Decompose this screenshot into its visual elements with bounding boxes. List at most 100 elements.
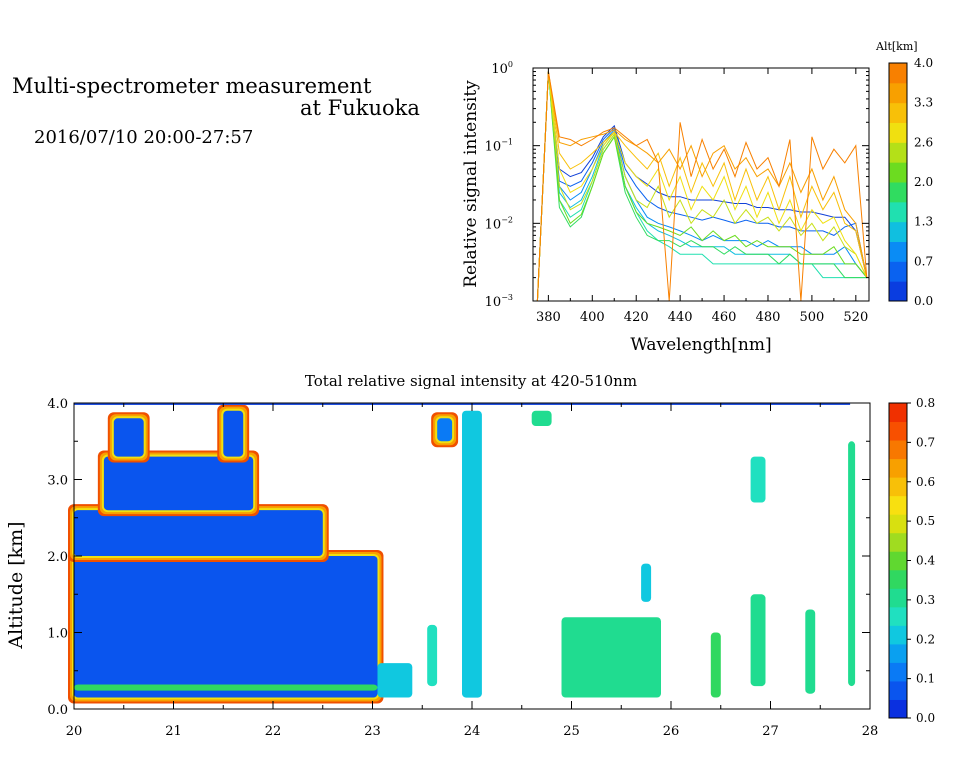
spectrum-x-tick-label: 440 [668, 310, 693, 325]
heatmap-cell [710, 632, 721, 698]
spectrum-series-line [536, 71, 868, 301]
intensity-heatmap: Total relative signal intensity at 420-5… [5, 372, 878, 739]
altitude-colorbar-cell [889, 162, 907, 183]
intensity-colorbar-cell [889, 421, 907, 441]
heatmap-cell [103, 456, 254, 511]
intensity-colorbar-cell [889, 625, 907, 645]
intensity-colorbar-cell [889, 440, 907, 460]
spectrum-chart: 380 400 420 440 460 480 500 52010010−110−210−3 … [461, 60, 870, 355]
altitude-colorbar-tick-label: 2.0 [914, 175, 933, 189]
heatmap-x-tick-label: 22 [265, 724, 282, 739]
altitude-colorbar-cell [889, 281, 907, 302]
intensity-colorbar-cell [889, 551, 907, 571]
spectrum-x-tick-label: 400 [580, 310, 605, 325]
intensity-colorbar-cell [889, 606, 907, 626]
heatmap-x-tick-label: 26 [663, 724, 680, 739]
altitude-colorbar-cell [889, 201, 907, 223]
intensity-colorbar-cell [889, 569, 907, 589]
spectrum-series-line [536, 71, 868, 301]
heatmap-title: Total relative signal intensity at 420-5… [305, 372, 637, 390]
intensity-colorbar-tick-label: 0.5 [916, 514, 935, 528]
altitude-colorbar-tick-label: 1.3 [914, 215, 933, 229]
figure-title-line-1: Multi-spectrometer measurement [12, 74, 372, 98]
intensity-colorbar-tick-label: 0.6 [916, 475, 935, 489]
spectrum-x-tick-label: 420 [624, 310, 649, 325]
spectrum-x-tick-label: 500 [799, 310, 824, 325]
spectrum-series-line [536, 71, 868, 301]
spectrum-series-line [536, 71, 868, 301]
heatmap-x-tick-label: 24 [464, 724, 481, 739]
heatmap-cell [113, 418, 144, 457]
intensity-colorbar-cell [889, 532, 907, 552]
heatmap-cell [641, 563, 652, 602]
spectrum-plot-frame [533, 68, 869, 301]
spectrum-plot-border [532, 67, 870, 302]
intensity-colorbar-tick-label: 0.4 [916, 554, 935, 568]
intensity-colorbar-cell [889, 662, 907, 682]
heatmap-x-tick-label: 23 [364, 724, 381, 739]
heatmap-cell [531, 410, 552, 426]
heatmap-x-tick-label: 27 [762, 724, 779, 739]
altitude-colorbar-cell [889, 241, 907, 262]
intensity-colorbar-cell [889, 680, 907, 700]
figure-subtitle: 2016/07/10 20:00-27:57 [34, 127, 254, 148]
heatmap-cell [848, 441, 856, 687]
heatmap-cell [750, 594, 766, 687]
intensity-colorbar-cell [889, 588, 907, 608]
altitude-colorbar-cell [889, 122, 907, 143]
heatmap-y-tick-label: 4.0 [47, 397, 68, 412]
spectrum-y-tick-label: 10−2 [485, 215, 513, 232]
intensity-colorbar-cell [889, 495, 907, 515]
heatmap-x-tick-label: 25 [563, 724, 580, 739]
altitude-colorbar-cell [889, 142, 907, 163]
spectrum-x-tick-label: 480 [756, 310, 781, 325]
heatmap-cell [74, 556, 378, 698]
intensity-colorbar-tick-label: 0.3 [916, 593, 935, 607]
heatmap-x-tick-label: 21 [165, 724, 182, 739]
spectrum-y-tick-label: 100 [491, 60, 513, 77]
intensity-colorbar-cell [889, 403, 907, 423]
heatmap-y-tick-label: 1.0 [47, 627, 68, 642]
heatmap-cell [74, 510, 323, 556]
altitude-colorbar: Alt[km] 0.0 0.7 1.3 2.0 2.6 3.3 4.0 [875, 40, 933, 308]
spectrum-series-line [536, 71, 868, 301]
altitude-colorbar-label: Alt[km] [875, 40, 918, 53]
heatmap-cell [750, 456, 766, 503]
spectrum-y-tick-label: 10−3 [485, 293, 513, 310]
heatmap-cell [561, 617, 661, 698]
intensity-colorbar-cell [889, 643, 907, 663]
altitude-colorbar-cell [889, 261, 907, 282]
altitude-colorbar-cell [889, 221, 907, 242]
altitude-colorbar-tick-label: 4.0 [914, 56, 933, 70]
heatmap-cell [437, 418, 453, 442]
intensity-colorbar-cell [889, 514, 907, 534]
spectrum-x-tick-label: 520 [843, 310, 868, 325]
intensity-colorbar-tick-label: 0.1 [916, 672, 935, 686]
heatmap-y-tick-label: 2.0 [47, 550, 68, 565]
spectrum-series-line [536, 71, 868, 301]
heatmap-y-tick-label: 0.0 [47, 703, 68, 718]
figure-title-line-2: at Fukuoka [300, 96, 420, 120]
altitude-colorbar-cell [889, 63, 907, 84]
intensity-colorbar-tick-label: 0.0 [916, 711, 935, 725]
heatmap-cell [74, 684, 378, 691]
intensity-colorbar-cell [889, 699, 907, 719]
spectrum-y-axis-label: Relative signal intensity [461, 80, 481, 288]
intensity-colorbar: 0.0 0.1 0.2 0.3 0.4 0.5 0.6 0.7 0.8 [888, 396, 935, 725]
heatmap-cell [805, 609, 816, 694]
altitude-colorbar-cell [889, 82, 907, 104]
heatmap-y-axis-label: Altitude [km] [5, 521, 27, 649]
intensity-colorbar-tick-label: 0.2 [916, 632, 935, 646]
altitude-colorbar-cell [889, 102, 907, 123]
heatmap-cell [377, 663, 413, 698]
spectrum-x-tick-label: 380 [536, 310, 561, 325]
intensity-colorbar-cell [889, 458, 907, 478]
heatmap-cell [462, 410, 482, 698]
heatmap-y-tick-label: 3.0 [47, 474, 68, 489]
spectrum-y-tick-label: 10−1 [485, 138, 513, 155]
heatmap-x-tick-label: 28 [862, 724, 879, 739]
altitude-colorbar-cell [889, 182, 907, 203]
altitude-colorbar-tick-label: 2.6 [914, 135, 933, 149]
heatmap-cell [223, 410, 244, 457]
